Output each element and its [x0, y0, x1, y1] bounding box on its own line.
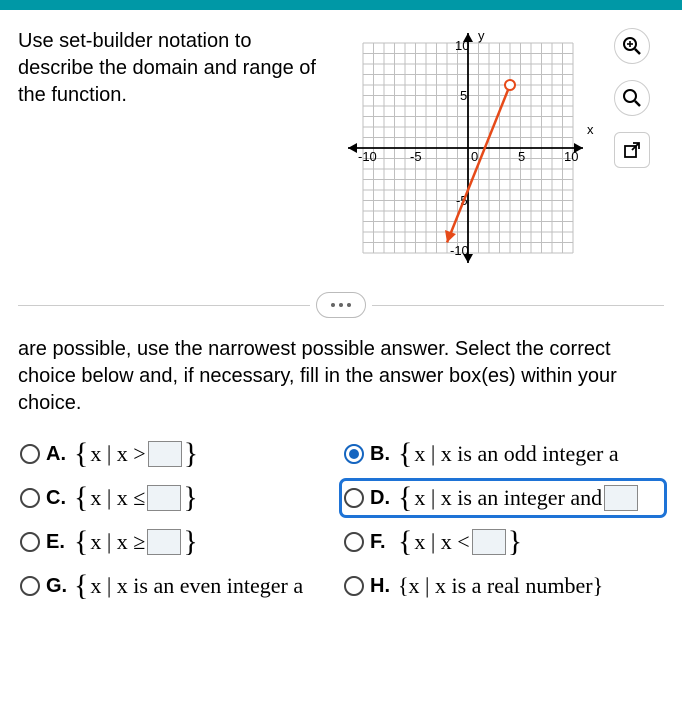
zoom-icon	[622, 88, 642, 108]
open-new-window-button[interactable]	[614, 132, 650, 168]
tick-label: 0	[471, 149, 478, 164]
choice-expr: {x | x > }	[74, 441, 198, 467]
choice-E[interactable]: E. {x | x ≥ }	[18, 525, 340, 559]
tick-label: -10	[450, 243, 469, 258]
coordinate-graph: -10 -5 0 5 10 10 5 -5 -10 y x	[338, 28, 598, 268]
choice-D[interactable]: D. {x | x is an integer and	[342, 481, 664, 515]
choice-expr: {x | x ≥ }	[74, 529, 198, 555]
tick-label: -10	[358, 149, 377, 164]
expand-button[interactable]	[316, 292, 366, 318]
answer-blank[interactable]	[604, 485, 638, 511]
choice-expr: {x | x ≤ }	[74, 485, 198, 511]
radio-G[interactable]	[20, 576, 40, 596]
choice-A[interactable]: A. {x | x > }	[18, 437, 340, 471]
choice-expr: {x | x is an even integer a	[74, 573, 303, 599]
question-row: Use set-builder notation to describe the…	[18, 28, 664, 268]
tick-label: 10	[564, 149, 578, 164]
choice-letter: D.	[370, 487, 392, 510]
choice-expr: {x | x is a real number}	[398, 573, 603, 599]
choice-expr: {x | x < }	[398, 529, 522, 555]
zoom-in-button[interactable]	[614, 28, 650, 64]
choice-expr: {x | x is an odd integer a	[398, 441, 619, 467]
radio-A[interactable]	[20, 444, 40, 464]
choice-expr: {x | x is an integer and	[398, 485, 638, 511]
choice-letter: G.	[46, 575, 68, 598]
window-titlebar	[0, 0, 682, 10]
tick-label: -5	[410, 149, 422, 164]
answer-blank[interactable]	[148, 441, 182, 467]
choice-letter: E.	[46, 531, 68, 554]
zoom-button[interactable]	[614, 80, 650, 116]
instructions-text: are possible, use the narrowest possible…	[18, 336, 664, 417]
tick-label: 5	[518, 149, 525, 164]
choice-B[interactable]: B. {x | x is an odd integer a	[342, 437, 664, 471]
axis-label-y: y	[478, 28, 485, 43]
radio-C[interactable]	[20, 488, 40, 508]
choice-F[interactable]: F. {x | x < }	[342, 525, 664, 559]
radio-B[interactable]	[344, 444, 364, 464]
radio-H[interactable]	[344, 576, 364, 596]
radio-E[interactable]	[20, 532, 40, 552]
section-divider	[18, 292, 664, 318]
choice-letter: C.	[46, 487, 68, 510]
tick-label: 5	[460, 88, 467, 103]
answer-choices: A. {x | x > } B. {x | x is an odd intege…	[18, 437, 664, 603]
choice-letter: B.	[370, 443, 392, 466]
question-prompt: Use set-builder notation to describe the…	[18, 28, 318, 268]
radio-F[interactable]	[344, 532, 364, 552]
tick-label: 10	[455, 38, 469, 53]
main-content: Use set-builder notation to describe the…	[0, 10, 682, 613]
answer-blank[interactable]	[472, 529, 506, 555]
choice-G[interactable]: G. {x | x is an even integer a	[18, 569, 340, 603]
graph-tools	[614, 28, 650, 168]
graph-area: -10 -5 0 5 10 10 5 -5 -10 y x	[338, 28, 664, 268]
choice-letter: A.	[46, 443, 68, 466]
radio-D[interactable]	[344, 488, 364, 508]
axis-label-x: x	[587, 122, 594, 137]
choice-H[interactable]: H. {x | x is a real number}	[342, 569, 664, 603]
choice-letter: F.	[370, 531, 392, 554]
zoom-in-icon	[622, 36, 642, 56]
answer-blank[interactable]	[147, 529, 181, 555]
open-new-icon	[623, 141, 641, 159]
choice-letter: H.	[370, 575, 392, 598]
answer-blank[interactable]	[147, 485, 181, 511]
open-endpoint	[505, 80, 515, 90]
choice-C[interactable]: C. {x | x ≤ }	[18, 481, 340, 515]
